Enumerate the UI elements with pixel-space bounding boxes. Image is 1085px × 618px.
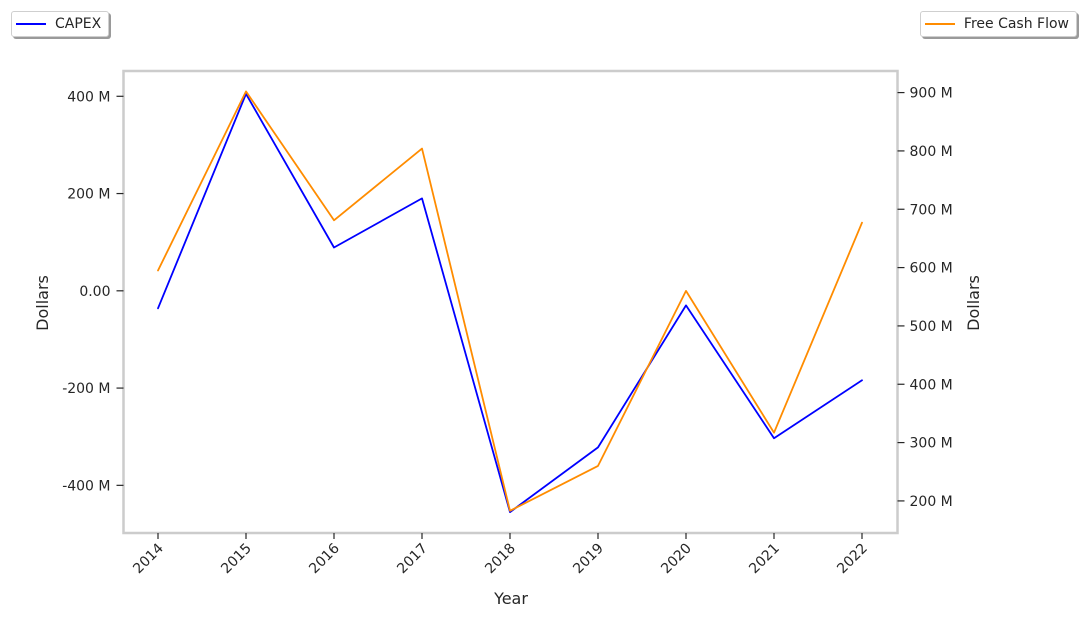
- legend-capex-swatch: [16, 23, 46, 25]
- series-line-free-cash-flow: [157, 90, 863, 512]
- right-tick-label: 200 M: [910, 494, 953, 510]
- legend-free-cash-flow-swatch: [924, 23, 955, 25]
- legend-free-cash-flow: Free Cash Flow: [919, 11, 1077, 37]
- legend-free-cash-flow-label: Free Cash Flow: [963, 16, 1069, 32]
- x-tick-label: 2019: [570, 541, 607, 578]
- x-tick-label: 2022: [834, 541, 871, 578]
- x-tick-label: 2014: [130, 540, 167, 577]
- legend-capex-label: CAPEX: [55, 16, 102, 32]
- left-tick-label: 0.00: [79, 284, 110, 300]
- left-tick-label: -200 M: [62, 381, 110, 397]
- x-tick-label: 2017: [394, 541, 431, 578]
- right-y-axis-label: Dollars: [964, 275, 983, 331]
- right-tick-label: 800 M: [910, 144, 953, 160]
- plot-frame: [122, 69, 899, 535]
- left-axis: 400 M 200 M 0.00 -200 M -400 M: [62, 89, 124, 494]
- left-y-axis-label: Dollars: [33, 275, 52, 331]
- x-tick-label: 2015: [218, 541, 255, 578]
- right-tick-label: 600 M: [910, 261, 953, 277]
- left-tick-label: 200 M: [67, 187, 110, 203]
- series-line-capex: [157, 93, 863, 513]
- left-tick-label: -400 M: [62, 478, 110, 494]
- x-tick-label: 2020: [658, 541, 695, 578]
- left-tick-label: 400 M: [67, 89, 110, 105]
- legend-capex: CAPEX: [11, 11, 110, 37]
- right-axis: 900 M 800 M 700 M 600 M 500 M 400 M 300 M 200 M: [897, 86, 953, 510]
- x-axis-label: Year: [493, 589, 528, 608]
- x-axis: 2014 2015 2016 2017 2018 2019 2020 2021 2022: [130, 533, 871, 577]
- right-tick-label: 500 M: [910, 319, 953, 335]
- x-tick-label: 2021: [746, 541, 783, 578]
- right-tick-label: 400 M: [910, 377, 953, 393]
- x-tick-label: 2018: [482, 541, 519, 578]
- right-tick-label: 300 M: [910, 436, 953, 452]
- right-tick-label: 700 M: [910, 202, 953, 218]
- series-lines: [157, 90, 863, 513]
- x-tick-label: 2016: [306, 540, 343, 577]
- right-tick-label: 900 M: [910, 86, 953, 102]
